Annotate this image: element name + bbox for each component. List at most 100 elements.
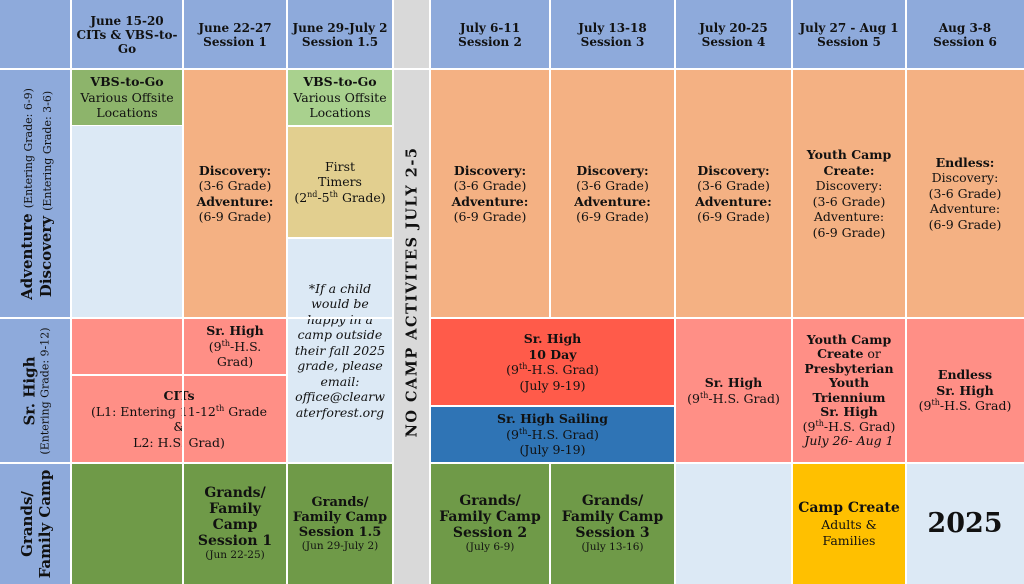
header-date: June 29-July 2	[292, 20, 388, 35]
cits-l1b: Grade	[224, 403, 268, 419]
grands-dates: (July 13-16)	[581, 541, 644, 553]
cits-l2: L2: H.S. Grad)	[133, 434, 225, 450]
first-timers-line1: First	[324, 158, 356, 174]
grid-divider	[430, 462, 1024, 464]
no-camp-banner-text: NO CAMP ACTIVITES JULY 2-5	[403, 146, 420, 438]
grid-divider	[430, 317, 1024, 319]
grid-divider	[0, 317, 393, 319]
header-date: June 22-27	[198, 20, 272, 35]
header-date: Aug 3-8	[938, 20, 992, 35]
grid-divider	[429, 0, 431, 584]
note-email-line: office@clearw	[295, 389, 385, 405]
sr-high-title: Sr. High	[523, 331, 582, 346]
grid-divider	[549, 0, 551, 318]
vbs-line2: Locations	[309, 105, 371, 121]
header-date: June 15-20	[90, 13, 164, 28]
header-session: CITs & VBS-to-Go	[76, 27, 178, 56]
discovery-grade: (3-6 Grade)	[198, 178, 272, 193]
empty-cell	[71, 318, 183, 375]
discovery-adventure-session-4: Discovery: (3-6 Grade) Adventure: (6-9 G…	[675, 69, 792, 318]
note-line: would be	[311, 296, 369, 312]
vbs-title: VBS-to-Go	[90, 74, 164, 90]
grid-divider	[0, 68, 1024, 70]
grands-line1: Grands/	[459, 493, 521, 509]
row-label-grands-line3: Camp	[35, 469, 54, 518]
note-line: camp outside	[297, 327, 383, 343]
header-july-13-18: July 13-18 Session 3	[550, 0, 675, 69]
vbs-to-go-cell-2: VBS-to-Go Various Offsite Locations	[287, 69, 393, 126]
create-label: Create:	[823, 162, 875, 178]
grid-divider	[71, 374, 287, 376]
grands-line2: Family Camp	[292, 509, 388, 525]
header-july-27-aug-1: July 27 - Aug 1 Session 5	[792, 0, 906, 69]
header-june-15-20: June 15-20 CITs & VBS-to-Go	[71, 0, 183, 69]
sup-text: th	[931, 398, 940, 408]
camp-create-line3: Families	[822, 532, 876, 548]
first-timers-line2: Timers	[318, 174, 362, 190]
grade-a: (9	[506, 362, 519, 377]
discovery-label: Discovery:	[815, 178, 883, 193]
row-label-discovery-sub: (Entering Grade: 3-6)	[40, 90, 54, 211]
camp-create-line2: Adults &	[821, 517, 877, 532]
discovery-label: Discovery:	[931, 170, 999, 186]
header-session: Session 1	[203, 34, 267, 49]
cits-amp: &	[173, 419, 185, 434]
row-label-adventure-discovery: Adventure (Entering Grade: 6-9) Discover…	[0, 69, 71, 318]
grands-line3: Session 3	[575, 525, 650, 541]
adventure-grade: (6-9 Grade)	[697, 209, 770, 224]
header-date: July 27 - Aug 1	[799, 20, 899, 35]
sup-text: th	[519, 426, 528, 436]
grands-session-1: Grands/ Family Camp Session 1 (Jun 22-25…	[183, 463, 287, 584]
grade-b: -H.S. Grad)	[939, 398, 1012, 414]
grands-session-3: Grands/ Family Camp Session 3 (July 13-1…	[550, 463, 675, 584]
cits-cell: CITs (L1: Entering 11-12th Grade & L2: H…	[71, 375, 287, 463]
row-label-adventure-title: Adventure	[17, 212, 36, 300]
sailing-title: Sr. High Sailing	[496, 411, 609, 427]
note-cell: *If a child would be happy in a camp out…	[287, 238, 393, 463]
row-label-sr-high-sub: (Entering Grade: 9-12)	[38, 326, 51, 455]
grands-dates: (July 6-9)	[465, 541, 515, 553]
vbs-line2: Locations	[96, 105, 158, 121]
header-session: Session 6	[933, 34, 997, 49]
grands-session-2: Grands/ Family Camp Session 2 (July 6-9)	[430, 463, 550, 584]
discovery-label: Discovery:	[198, 162, 272, 178]
grands-line2: Family	[209, 501, 261, 517]
youth-camp-label: Youth Camp	[806, 147, 892, 162]
grands-line3: Session 1.5	[298, 524, 382, 540]
adventure-grade: (6-9 Grade)	[453, 209, 527, 224]
vbs-title: VBS-to-Go	[303, 74, 377, 90]
sr-high-session-4: Sr. High (9th-H.S. Grad)	[675, 318, 792, 463]
youth-camp-label: Youth Camp	[806, 331, 892, 347]
grands-line4: Session 1	[197, 533, 273, 549]
grands-line3: Session 2	[452, 525, 528, 541]
endless-sr-high-cell: Endless Sr. High (9th-H.S. Grad)	[906, 318, 1024, 463]
discovery-grade: (3-6 Grade)	[576, 178, 649, 193]
row-label-discovery-title: Discovery	[36, 215, 55, 297]
endless-label: Endless:	[935, 154, 995, 170]
sup-text: th	[221, 338, 230, 348]
discovery-adventure-session-3: Discovery: (3-6 Grade) Adventure: (6-9 G…	[550, 69, 675, 318]
sr-high-label: Sr. High	[820, 404, 878, 419]
header-session: Session 1.5	[301, 34, 379, 49]
grid-divider	[287, 237, 393, 239]
vbs-to-go-cell-1: VBS-to-Go Various Offsite Locations	[71, 69, 183, 126]
header-session: Session 3	[580, 34, 645, 49]
endless-label: Endless	[937, 367, 993, 383]
note-line: grade, please	[297, 358, 383, 374]
presbyterian-label: Presbyterian	[804, 360, 894, 376]
note-line: *If a child	[308, 280, 372, 296]
row-label-adventure-sub: (Entering Grade: 6-9)	[21, 87, 35, 208]
grands-line2: Family Camp	[561, 509, 664, 525]
sr-high-title: Sr. High	[704, 375, 763, 390]
adventure-grade: (6-9 Grade)	[198, 209, 272, 224]
row-label-grands-line2: Family	[35, 522, 54, 578]
year-cell: 2025	[906, 463, 1024, 584]
discovery-label: Discovery:	[453, 162, 527, 178]
dates: (July 9-19)	[519, 377, 586, 393]
note-line: email:	[320, 373, 360, 389]
discovery-grade: (3-6 Grade)	[928, 185, 1002, 201]
ft-a: (2	[294, 189, 308, 205]
header-aug-3-8: Aug 3-8 Session 6	[906, 0, 1024, 69]
note-email-line: aterforest.org	[295, 404, 385, 420]
header-date: July 20-25	[699, 20, 768, 35]
